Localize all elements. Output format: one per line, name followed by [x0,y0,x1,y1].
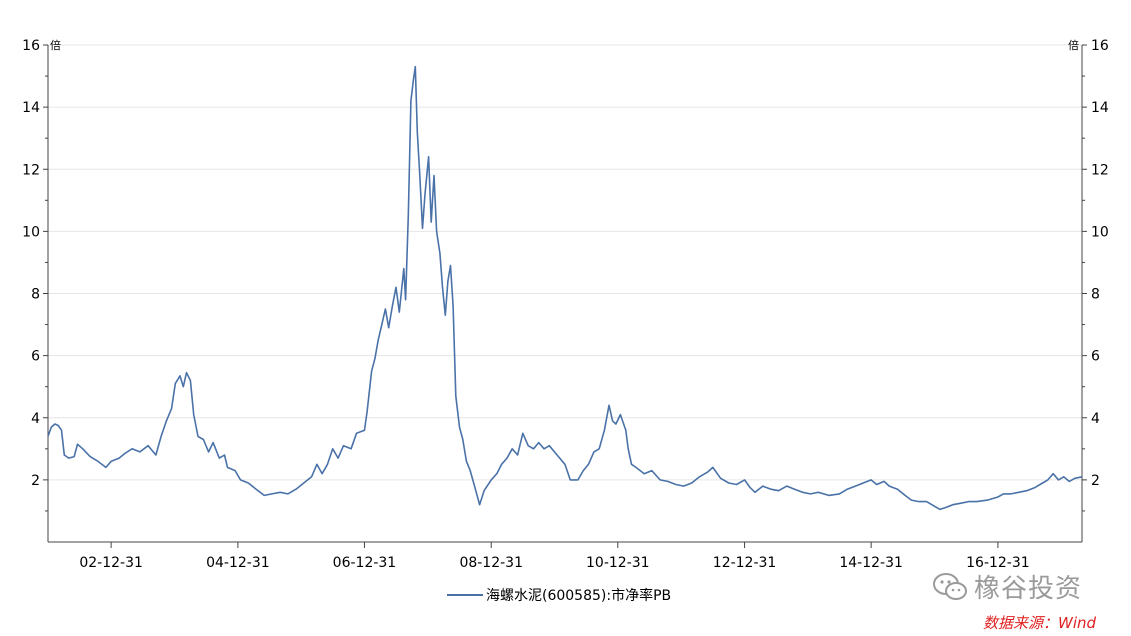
watermark-text: 橡谷投资 [974,574,1083,604]
left-tick-label: 16 [22,38,40,54]
x-ticks: 02-12-31 04-12-31 06-12-31 08-12-31 10-12-31… [79,542,1030,571]
x-tick-label: 08-12-31 [459,555,523,571]
watermark: 橡谷投资 [932,568,1082,605]
right-tick-label: 4 [1091,411,1100,427]
left-y-ticks: 2 4 6 8 10 12 14 16 [22,38,48,512]
left-tick-label: 12 [22,162,40,178]
series-line-0 [47,65,1083,511]
x-tick-label: 02-12-31 [79,555,143,571]
left-tick-label: 10 [22,224,40,240]
left-tick-label: 6 [31,349,40,365]
legend-label: 海螺水泥(600585):市净率PB [486,587,671,604]
left-tick-label: 8 [31,287,40,303]
wechat-icon [933,572,967,600]
right-tick-label: 14 [1091,100,1109,116]
left-unit-label: 倍 [50,38,61,52]
x-tick-label: 12-12-31 [713,555,777,571]
right-tick-label: 10 [1091,224,1109,240]
left-tick-label: 4 [31,411,40,427]
right-tick-label: 6 [1091,349,1100,365]
right-y-ticks: 2 4 6 8 10 12 14 16 [1082,38,1109,512]
right-tick-label: 12 [1091,162,1109,178]
x-tick-label: 06-12-31 [333,555,397,571]
right-tick-label: 2 [1091,473,1100,489]
data-source-note: 数据来源：Wind [983,614,1097,632]
right-tick-label: 8 [1091,287,1100,303]
series-group [47,65,1083,511]
left-tick-label: 2 [31,473,40,489]
grid-lines [48,44,1082,481]
x-tick-label: 16-12-31 [966,555,1030,571]
x-tick-label: 04-12-31 [206,555,270,571]
x-tick-label: 14-12-31 [839,555,903,571]
x-tick-label: 10-12-31 [586,555,650,571]
right-tick-label: 16 [1091,38,1109,54]
right-unit-label: 倍 [1068,38,1079,52]
legend: 海螺水泥(600585):市净率PB [447,587,671,604]
left-tick-label: 14 [22,100,40,116]
